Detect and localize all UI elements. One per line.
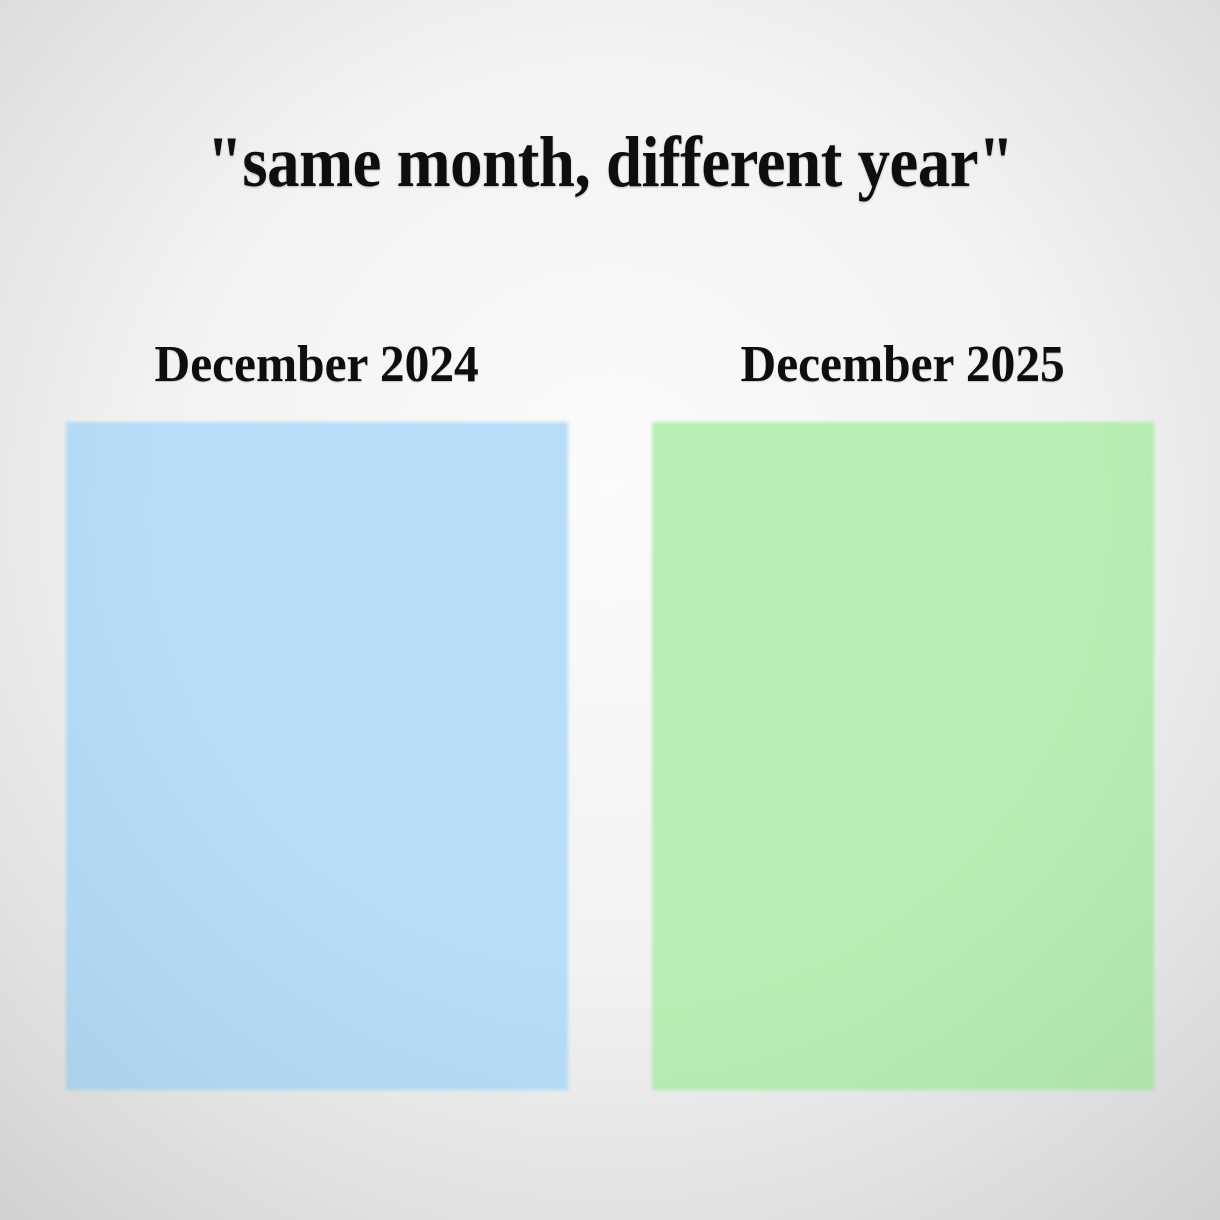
label-december-2024: December 2024 <box>66 339 568 391</box>
label-december-2024-text: December 2024 <box>154 336 480 393</box>
meme-title-text: "same month, different year" <box>206 122 1014 202</box>
december-2025-color-block <box>652 422 1154 1090</box>
meme-title: "same month, different year" <box>0 126 1220 198</box>
label-december-2025-text: December 2025 <box>740 336 1066 393</box>
december-2024-color-block <box>66 422 568 1090</box>
label-december-2025: December 2025 <box>652 339 1154 391</box>
